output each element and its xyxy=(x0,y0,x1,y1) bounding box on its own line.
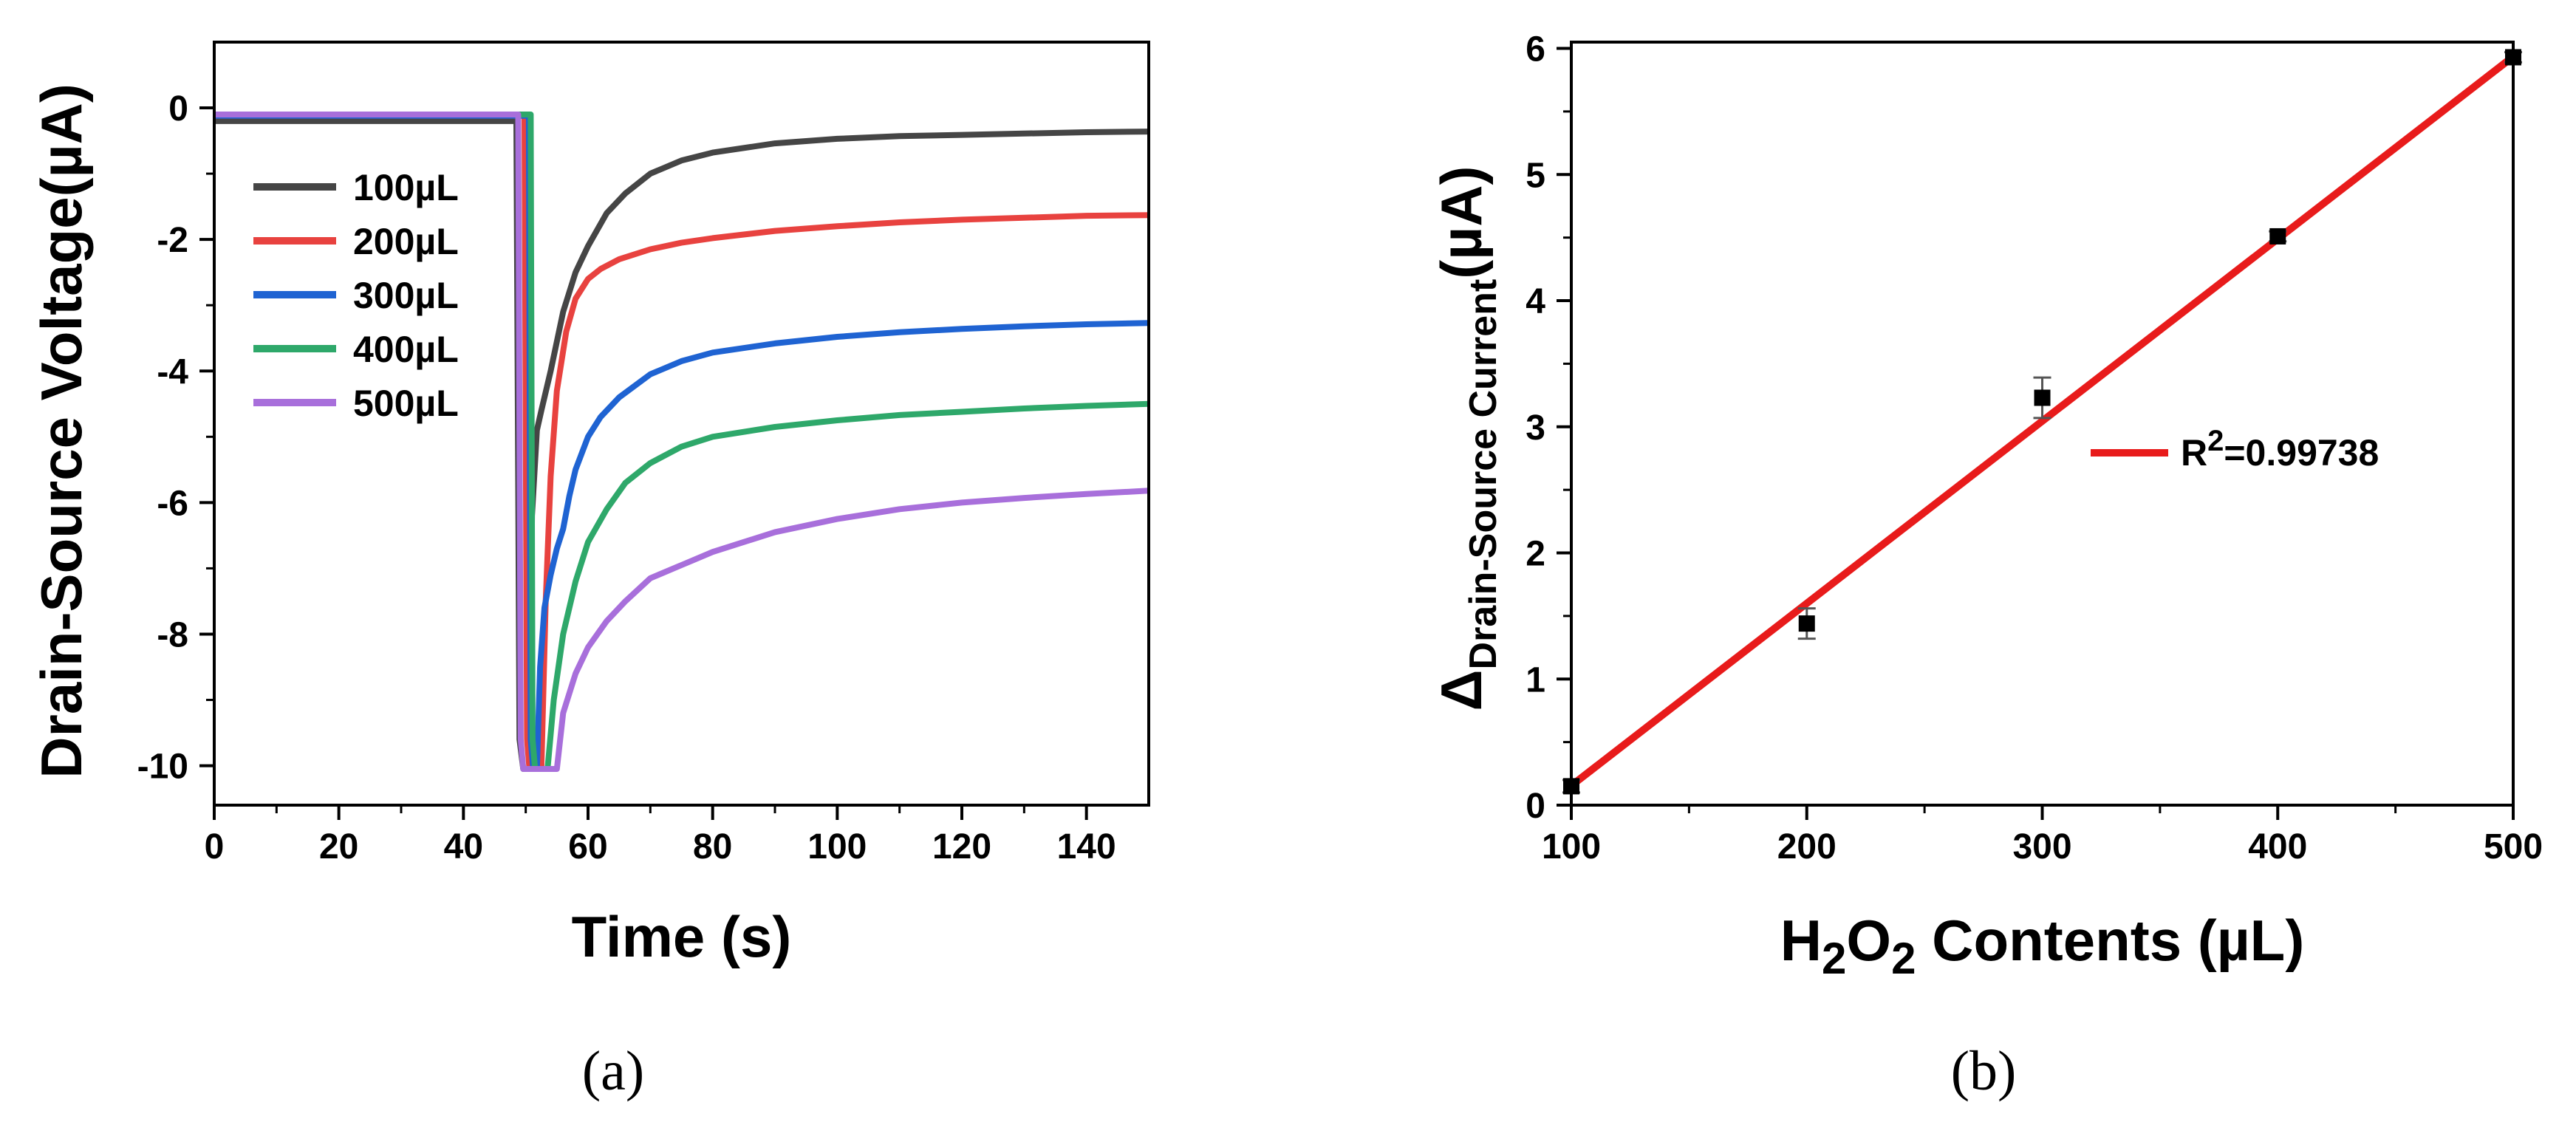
y-tick-label-a-2: -4 xyxy=(157,352,188,391)
x-tick-label-a-5: 100 xyxy=(807,827,867,866)
y-axis-title-a: Drain-Source Voltage(µA) xyxy=(29,83,94,779)
y-axis-title-b: ΔDrain-Source Current(µA) xyxy=(1429,165,1505,711)
x-tick-label-b-2: 300 xyxy=(2012,827,2071,866)
y-tick-label-a-4: -8 xyxy=(157,615,188,654)
legend-label-a-2: 200µL xyxy=(353,221,459,262)
caption-b: (b) xyxy=(1951,1040,2017,1102)
y-tick-label-b-4: 4 xyxy=(1526,282,1545,321)
data-point-2 xyxy=(1798,615,1815,632)
series-line-2 xyxy=(214,112,1149,772)
x-tick-label-a-6: 120 xyxy=(932,827,991,866)
y-tick-label-b-0: 0 xyxy=(1526,787,1545,826)
y-tick-label-a-3: -6 xyxy=(157,484,188,523)
y-tick-label-b-2: 2 xyxy=(1526,535,1545,574)
caption-a: (a) xyxy=(582,1040,644,1102)
x-tick-label-a-0: 0 xyxy=(205,827,225,866)
fit-line xyxy=(1568,53,2516,789)
x-axis-title-a: Time (s) xyxy=(572,904,792,969)
chart-b: 100 200 300 400 500 0 1 2 3 4 5 6 H2O2 Contents (µL)… xyxy=(1429,30,2543,983)
y-tick-label-a-5: -10 xyxy=(137,748,188,787)
y-tick-label-b-1: 1 xyxy=(1526,660,1545,700)
y-tick-label-b-3: 3 xyxy=(1526,408,1545,448)
series-line-4 xyxy=(214,112,1149,772)
x-tick-label-a-1: 20 xyxy=(319,827,358,866)
x-tick-label-a-2: 40 xyxy=(444,827,483,866)
y-tick-label-b-5: 5 xyxy=(1526,156,1545,195)
x-tick-label-b-3: 400 xyxy=(2248,827,2307,866)
legend-label-a-3: 300µL xyxy=(353,275,459,316)
chart-a: 0 20 40 60 80 100 120 140 0 -2 -4 -6 -8 -10 Time (s) Dr… xyxy=(29,41,1150,969)
x-tick-label-a-7: 140 xyxy=(1057,827,1116,866)
data-point-3 xyxy=(2034,389,2051,406)
y-tick-label-a-0: 0 xyxy=(168,89,188,129)
x-tick-label-a-3: 60 xyxy=(568,827,607,866)
x-tick-label-b-1: 200 xyxy=(1777,827,1837,866)
x-tick-label-a-4: 80 xyxy=(693,827,732,866)
x-axis-title-b: H2O2 Contents (µL) xyxy=(1780,908,2305,983)
legend-label-a-4: 400µL xyxy=(353,329,459,370)
x-tick-label-b-4: 500 xyxy=(2484,827,2543,866)
y-tick-label-a-1: -2 xyxy=(157,221,188,260)
series-line-5 xyxy=(214,112,1149,772)
x-tick-label-b-0: 100 xyxy=(1542,827,1601,866)
legend-label-b: R2=0.99738 xyxy=(2181,425,2379,473)
y-tick-label-b-6: 6 xyxy=(1526,30,1545,69)
data-point-4 xyxy=(2269,228,2286,245)
legend-label-a-5: 500µL xyxy=(353,383,459,424)
plot-frame-a xyxy=(213,41,1150,807)
series-line-3 xyxy=(214,112,1149,772)
legend-label-a-1: 100µL xyxy=(353,167,459,208)
